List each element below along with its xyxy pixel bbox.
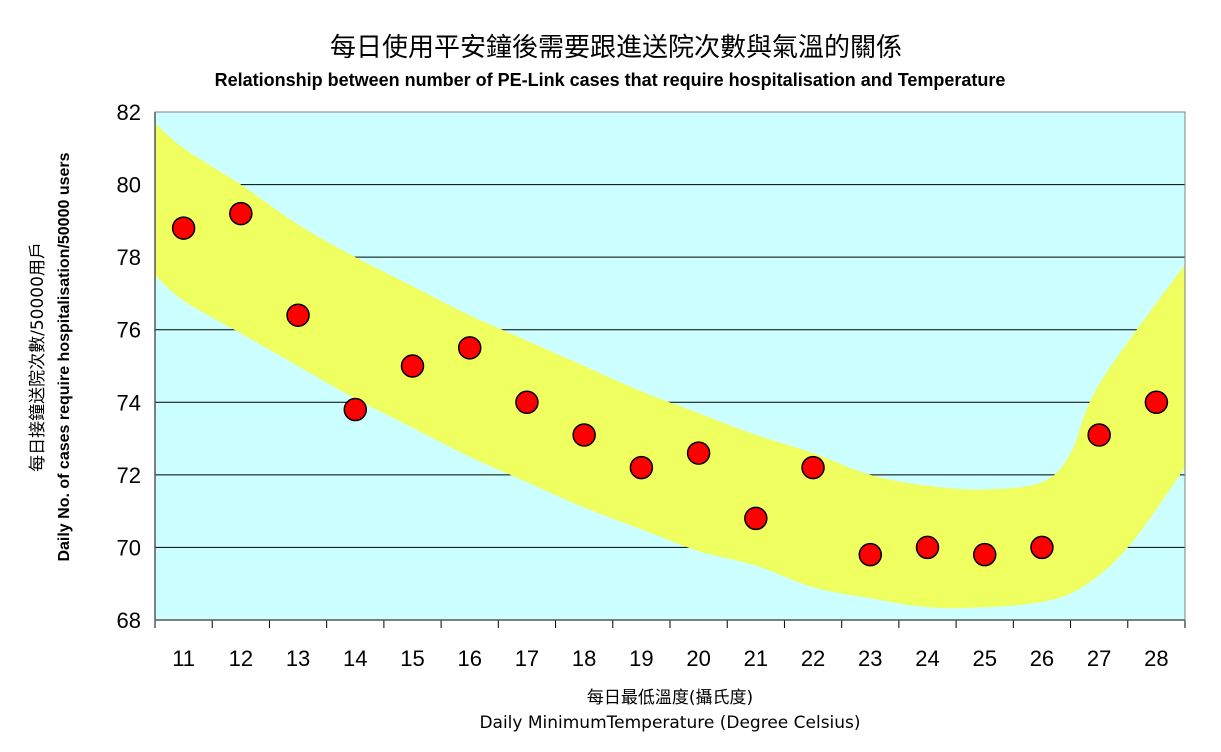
- plot-border: [154, 111, 1186, 621]
- x-tick-label: 28: [1144, 646, 1168, 671]
- chart-title: 每日使用平安鐘後需要跟進送院次數與氣溫的關係: [330, 33, 902, 63]
- x-gridline-ticks: [154, 620, 1186, 628]
- x-tick-label: 26: [1030, 646, 1054, 671]
- x-tick-label: 16: [457, 646, 481, 671]
- trend-band: [155, 122, 1185, 609]
- chart-subtitle: Relationship between number of PE-Link c…: [215, 70, 1006, 90]
- x-tick-label: 24: [915, 646, 939, 671]
- x-tick-label: 22: [801, 646, 825, 671]
- y-axis-label-en: Daily No. of cases require hospitalisati…: [56, 152, 73, 561]
- y-tick-labels: 68 70 72 74 76 78 80 82: [117, 100, 141, 633]
- x-tick-label: 21: [744, 646, 768, 671]
- x-tick-label: 13: [286, 646, 310, 671]
- x-tick-label: 14: [343, 646, 367, 671]
- data-point-23: [858, 542, 883, 567]
- data-point-11: [171, 216, 196, 240]
- data-point-22: [801, 455, 825, 480]
- y-tick-label: 78: [117, 245, 141, 270]
- data-point-26: [1030, 535, 1054, 560]
- data-point-17: [515, 390, 539, 415]
- x-tick-label: 19: [629, 646, 653, 671]
- x-tick-label: 20: [686, 646, 710, 671]
- data-point-16: [457, 336, 482, 360]
- y-tick-label: 72: [117, 463, 141, 488]
- x-axis-label-en: Daily MinimumTemperature (Degree Celsius…: [479, 713, 860, 733]
- y-tick-label: 82: [117, 100, 141, 125]
- x-tick-label: 15: [400, 646, 424, 671]
- x-tick-label: 17: [515, 646, 539, 671]
- data-point-28: [1144, 390, 1169, 415]
- data-point-18: [572, 423, 596, 447]
- x-tick-label: 25: [972, 646, 996, 671]
- y-tick-label: 68: [117, 608, 141, 633]
- y-tick-label: 74: [117, 390, 141, 415]
- x-axis-label-zh: 每日最低溫度(攝氏度): [587, 688, 753, 708]
- y-tick-label: 76: [117, 318, 141, 343]
- x-tick-label: 12: [229, 646, 253, 671]
- data-point-13: [286, 303, 310, 327]
- data-point-20: [686, 441, 711, 465]
- x-tick-label: 27: [1087, 646, 1111, 671]
- x-tick-label: 23: [858, 646, 882, 671]
- data-point-14: [343, 397, 368, 422]
- data-point-19: [629, 455, 654, 480]
- data-point-15: [400, 354, 425, 378]
- data-point-12: [229, 201, 253, 226]
- data-point-27: [1087, 423, 1111, 447]
- data-point-25: [972, 542, 997, 567]
- y-axis-label-zh: 每日接鐘送院次數/50000用戶: [28, 242, 48, 472]
- x-tick-labels: 11 12 13 14 15 16 17 18 19 20 21 22 23 24 25 26 27 28: [172, 646, 1168, 671]
- data-points: [171, 201, 1169, 567]
- data-point-24: [915, 535, 940, 560]
- x-tick-label: 11: [172, 646, 195, 671]
- y-tick-label: 80: [117, 173, 141, 198]
- x-tick-label: 18: [572, 646, 596, 671]
- data-point-21: [744, 506, 768, 531]
- y-tick-label: 70: [117, 535, 141, 560]
